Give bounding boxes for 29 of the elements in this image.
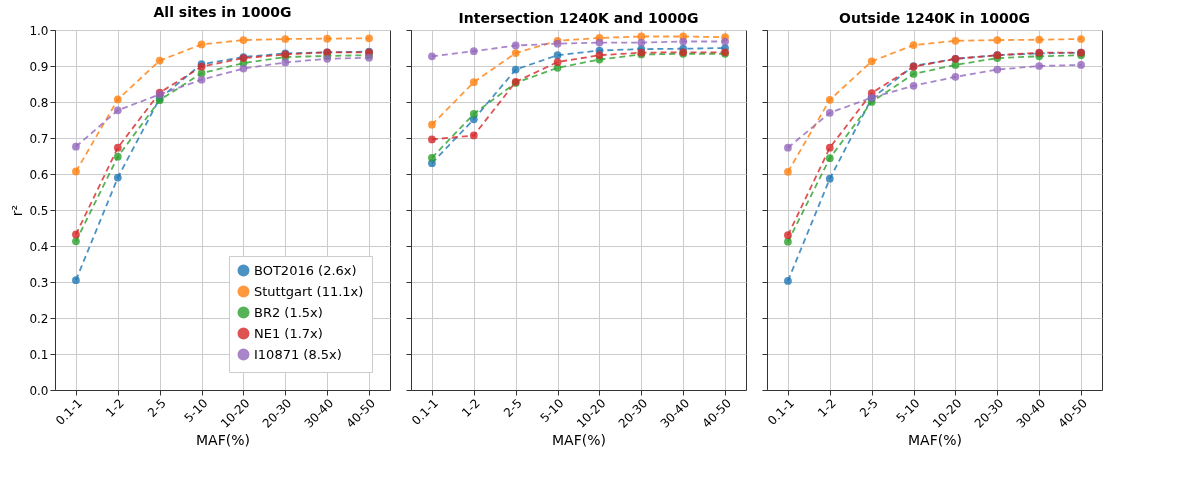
chart-title: Intersection 1240K and 1000G: [458, 9, 699, 26]
x-axis-title: MAF(%): [552, 431, 606, 448]
y-tick-label: 1.0: [29, 23, 49, 38]
x-axis-title: MAF(%): [196, 431, 250, 448]
y-tick-label: 0.7: [29, 131, 49, 146]
y-tick-label: 0.6: [29, 167, 49, 182]
x-tick-label: 2-5: [500, 396, 525, 420]
x-axis-title: MAF(%): [908, 431, 962, 448]
chart-title: Outside 1240K in 1000G: [839, 9, 1030, 26]
x-tick-label: 1-2: [815, 396, 839, 420]
legend-label: I10871 (8.5x): [254, 346, 342, 362]
legend-label: Stuttgart (11.1x): [254, 283, 364, 299]
y-tick-label: 0.3: [29, 275, 49, 290]
legend-label: BOT2016 (2.6x): [254, 262, 357, 278]
x-tick-label: 2-5: [144, 396, 169, 420]
y-tick-label: 0.0: [29, 383, 49, 398]
y-tick-label: 0.8: [29, 95, 49, 110]
y-tick-label: 0.2: [29, 311, 49, 326]
chart-title: All sites in 1000G: [153, 4, 292, 20]
y-tick-label: 0.4: [29, 239, 49, 254]
y-tick-label: 0.1: [29, 347, 49, 362]
x-tick-label: 1-2: [103, 396, 127, 420]
y-tick-label: 0.9: [29, 59, 49, 74]
legend-label: BR2 (1.5x): [254, 304, 323, 320]
y-axis-title: r²: [9, 204, 26, 217]
y-tick-label: 0.5: [29, 203, 49, 218]
x-tick-label: 1-2: [459, 396, 483, 420]
x-tick-label: 2-5: [856, 396, 881, 420]
legend-label: NE1 (1.7x): [254, 325, 323, 341]
